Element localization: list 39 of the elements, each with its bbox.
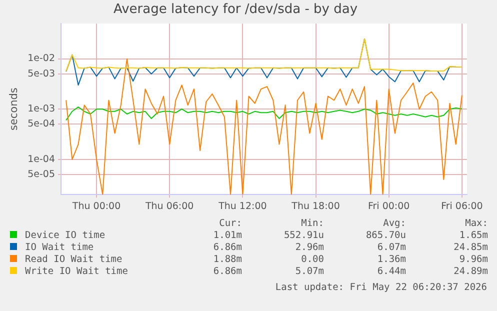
text: 552.91u	[282, 230, 324, 242]
chart-title: Average latency for /dev/sda - by day	[113, 2, 358, 18]
text: Last update: Fri May 22 06:20:37 2026	[275, 282, 487, 293]
legend-label: Device IO time	[24, 230, 106, 242]
text: 24.89m	[452, 266, 488, 278]
x-tick-label: Thu 18:00	[290, 200, 340, 212]
x-tick-label: Thu 06:00	[144, 200, 194, 212]
text: 1.88m	[212, 254, 242, 266]
text: Min:	[300, 218, 324, 230]
text: 6.86m	[212, 242, 242, 254]
y-tick-label: 5e-04	[28, 118, 56, 130]
y-tick-label: 1e-02	[28, 53, 56, 64]
y-tick-label: 1e-04	[28, 154, 56, 165]
text: 0.00	[300, 254, 324, 266]
y-tick-label: 5e-05	[28, 169, 56, 180]
x-tick-label: Fri 00:00	[368, 200, 410, 212]
y-tick-label: 5e-03	[28, 68, 56, 80]
x-tick-label: Thu 12:00	[218, 200, 267, 212]
text: 2.96m	[294, 242, 324, 254]
y-axis-title: seconds	[8, 88, 20, 131]
legend-label: IO Wait time	[24, 242, 95, 254]
legend-label: Write IO Wait time	[24, 266, 129, 278]
text: 24.85m	[452, 242, 488, 254]
text: Cur:	[218, 218, 242, 230]
y-tick-label: 1e-03	[28, 104, 56, 115]
text: 6.07m	[376, 242, 406, 254]
text: 1.01m	[212, 230, 242, 242]
text: 1.36m	[376, 254, 406, 266]
text: 865.70u	[364, 230, 406, 242]
text: 6.44m	[376, 266, 406, 278]
text: 6.86m	[212, 266, 242, 278]
text: 5.07m	[294, 266, 324, 278]
text: 1.65m	[458, 230, 488, 242]
x-tick-label: Fri 06:00	[441, 200, 483, 212]
text: Max:	[464, 218, 488, 230]
text: Avg:	[382, 218, 406, 230]
legend-label: Read IO Wait time	[24, 254, 124, 266]
x-tick-label: Thu 00:00	[71, 200, 121, 212]
text: 9.96m	[458, 254, 488, 266]
